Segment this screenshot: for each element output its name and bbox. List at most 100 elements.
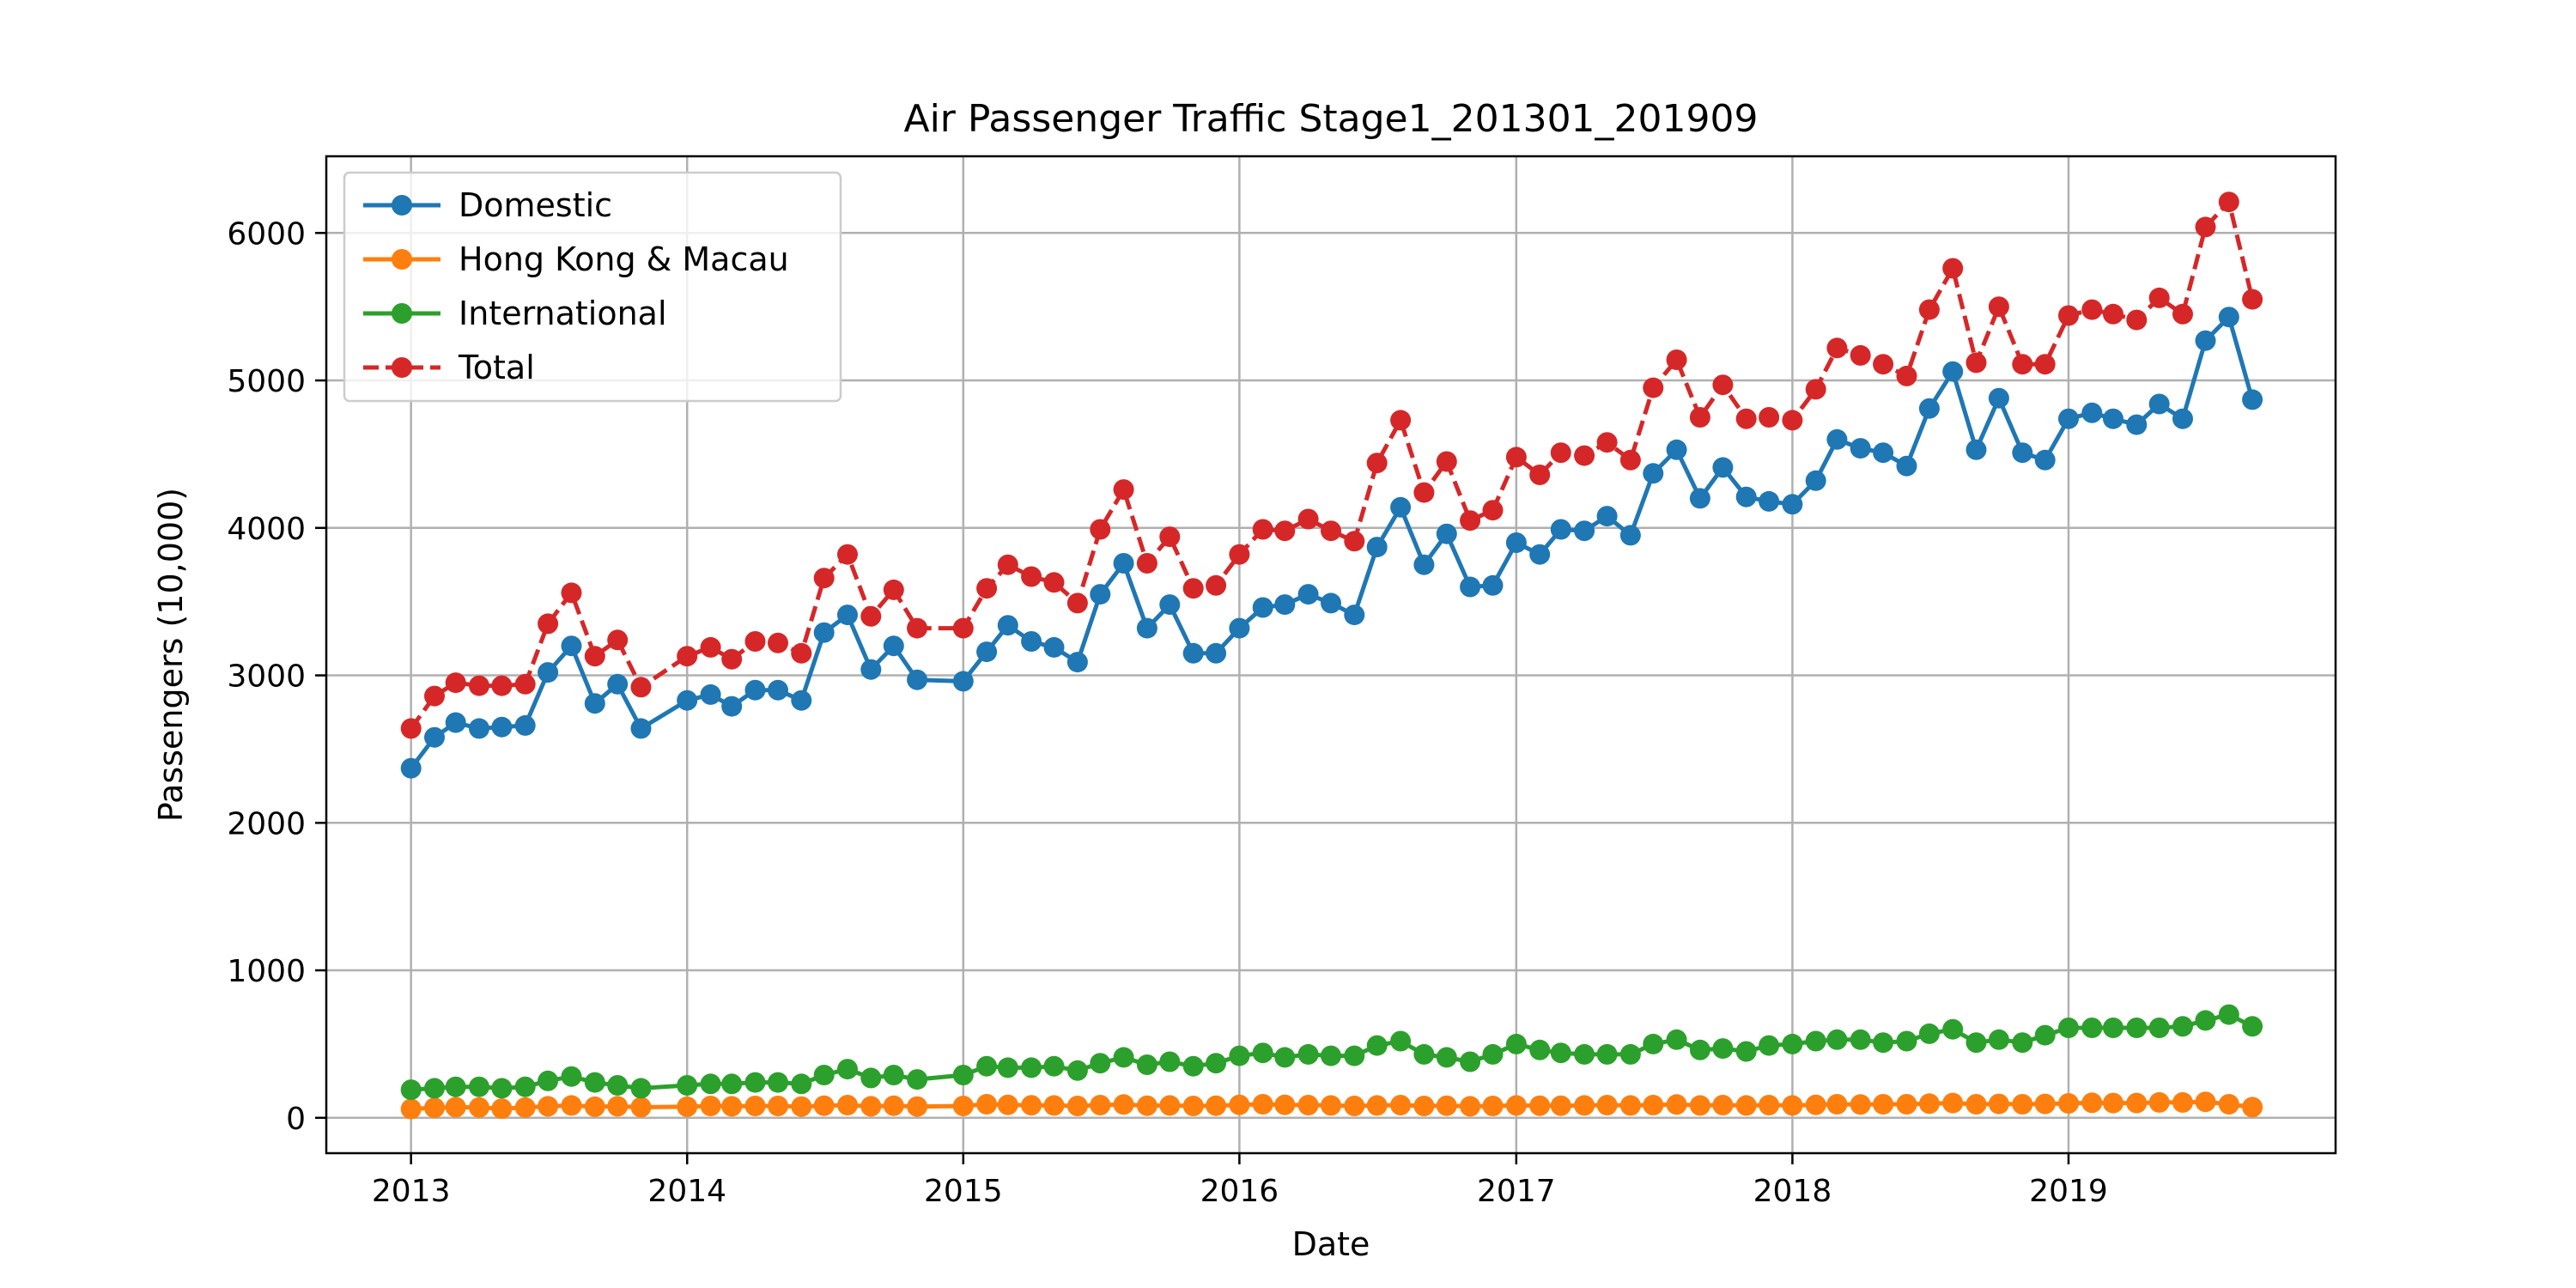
- data-point-international: [2081, 1018, 2103, 1038]
- data-point-hong-kong-macau: [1274, 1094, 1296, 1115]
- data-point-total: [837, 544, 858, 565]
- data-point-international: [538, 1070, 559, 1091]
- data-point-domestic: [1390, 496, 1412, 518]
- data-point-total: [1712, 374, 1734, 396]
- series-international: [400, 1004, 2263, 1101]
- legend-marker-domestic: [392, 195, 412, 216]
- data-point-total: [1043, 572, 1065, 593]
- data-point-international: [813, 1065, 835, 1085]
- data-point-international: [1896, 1030, 1917, 1052]
- data-point-international: [1482, 1043, 1504, 1065]
- data-point-total: [744, 631, 766, 652]
- data-point-hong-kong-macau: [445, 1097, 466, 1118]
- data-point-total: [1090, 519, 1111, 540]
- data-point-total: [860, 605, 882, 627]
- data-point-hong-kong-macau: [2034, 1093, 2056, 1115]
- data-point-domestic: [2126, 414, 2148, 435]
- data-point-international: [1206, 1053, 1227, 1074]
- data-point-hong-kong-macau: [2218, 1094, 2239, 1115]
- data-point-total: [2242, 289, 2263, 310]
- data-point-international: [1021, 1057, 1042, 1078]
- data-point-domestic: [2242, 389, 2263, 410]
- data-point-hong-kong-macau: [677, 1096, 698, 1117]
- data-point-international: [1136, 1054, 1157, 1075]
- data-point-hong-kong-macau: [976, 1094, 998, 1115]
- data-point-hong-kong-macau: [1113, 1094, 1134, 1115]
- data-point-international: [1182, 1055, 1204, 1077]
- data-point-domestic: [1666, 439, 1687, 460]
- data-point-domestic: [1896, 455, 1917, 477]
- data-point-hong-kong-macau: [491, 1098, 513, 1120]
- data-point-international: [1643, 1033, 1664, 1054]
- data-point-domestic: [1619, 525, 1641, 546]
- data-point-total: [1550, 442, 1571, 464]
- data-point-total: [952, 617, 974, 639]
- data-point-international: [1252, 1042, 1273, 1064]
- data-point-total: [1529, 465, 1551, 485]
- data-point-hong-kong-macau: [1182, 1096, 1204, 1116]
- data-point-total: [1988, 296, 2009, 318]
- data-point-total: [445, 672, 466, 694]
- data-point-domestic: [1297, 584, 1319, 605]
- data-point-international: [491, 1078, 513, 1099]
- data-point-domestic: [907, 669, 928, 690]
- data-point-domestic: [1712, 457, 1734, 478]
- data-point-international: [2218, 1004, 2239, 1025]
- data-point-domestic: [1229, 617, 1250, 639]
- data-point-total: [1297, 508, 1319, 530]
- data-point-hong-kong-macau: [1666, 1094, 1687, 1115]
- data-point-hong-kong-macau: [1159, 1095, 1181, 1116]
- data-point-hong-kong-macau: [1297, 1095, 1319, 1115]
- legend-label-international: International: [459, 295, 667, 332]
- data-point-total: [1366, 453, 1388, 474]
- data-point-international: [424, 1078, 445, 1099]
- data-point-domestic: [1090, 584, 1111, 605]
- data-point-total: [538, 613, 559, 635]
- data-point-hong-kong-macau: [514, 1097, 536, 1118]
- data-point-hong-kong-macau: [1988, 1093, 2009, 1115]
- data-point-domestic: [997, 615, 1018, 636]
- data-point-hong-kong-macau: [1460, 1096, 1481, 1117]
- data-point-hong-kong-macau: [700, 1096, 721, 1116]
- data-point-international: [976, 1055, 998, 1077]
- legend-marker-international: [392, 303, 412, 324]
- data-point-international: [1918, 1023, 1940, 1044]
- data-point-domestic: [2034, 449, 2056, 471]
- data-point-total: [2148, 287, 2170, 308]
- data-point-international: [1505, 1033, 1527, 1054]
- data-point-total: [1735, 408, 1757, 429]
- data-point-hong-kong-macau: [469, 1097, 489, 1118]
- data-point-total: [1505, 447, 1527, 468]
- data-point-international: [445, 1076, 466, 1097]
- data-point-hong-kong-macau: [1321, 1095, 1341, 1116]
- data-point-total: [630, 677, 652, 698]
- data-point-hong-kong-macau: [1090, 1095, 1111, 1115]
- data-point-international: [1436, 1047, 1457, 1068]
- data-point-domestic: [860, 659, 882, 680]
- legend-marker-hong-kong-macau: [392, 249, 412, 270]
- x-tick-label: 2016: [1200, 1174, 1279, 1209]
- data-point-domestic: [813, 622, 835, 643]
- data-point-domestic: [2195, 330, 2216, 351]
- data-point-domestic: [1782, 494, 1803, 515]
- y-tick-label: 3000: [227, 659, 306, 695]
- data-point-hong-kong-macau: [1021, 1095, 1042, 1116]
- data-point-hong-kong-macau: [1712, 1095, 1734, 1115]
- data-point-total: [1460, 510, 1481, 532]
- data-point-hong-kong-macau: [1366, 1095, 1388, 1116]
- data-point-hong-kong-macau: [1344, 1096, 1365, 1116]
- data-point-total: [721, 648, 743, 670]
- data-point-international: [400, 1079, 422, 1101]
- data-point-hong-kong-macau: [1873, 1094, 1894, 1115]
- y-tick-label: 5000: [227, 364, 306, 399]
- data-point-total: [2012, 354, 2033, 375]
- data-point-total: [1942, 258, 1964, 279]
- data-point-hong-kong-macau: [1436, 1095, 1457, 1116]
- series-layer: [400, 191, 2263, 1120]
- data-point-international: [1850, 1029, 1871, 1050]
- data-point-total: [1159, 526, 1181, 548]
- data-point-hong-kong-macau: [1390, 1095, 1412, 1115]
- data-point-domestic: [1965, 439, 1987, 460]
- data-point-total: [2103, 303, 2123, 325]
- data-point-total: [1596, 432, 1618, 453]
